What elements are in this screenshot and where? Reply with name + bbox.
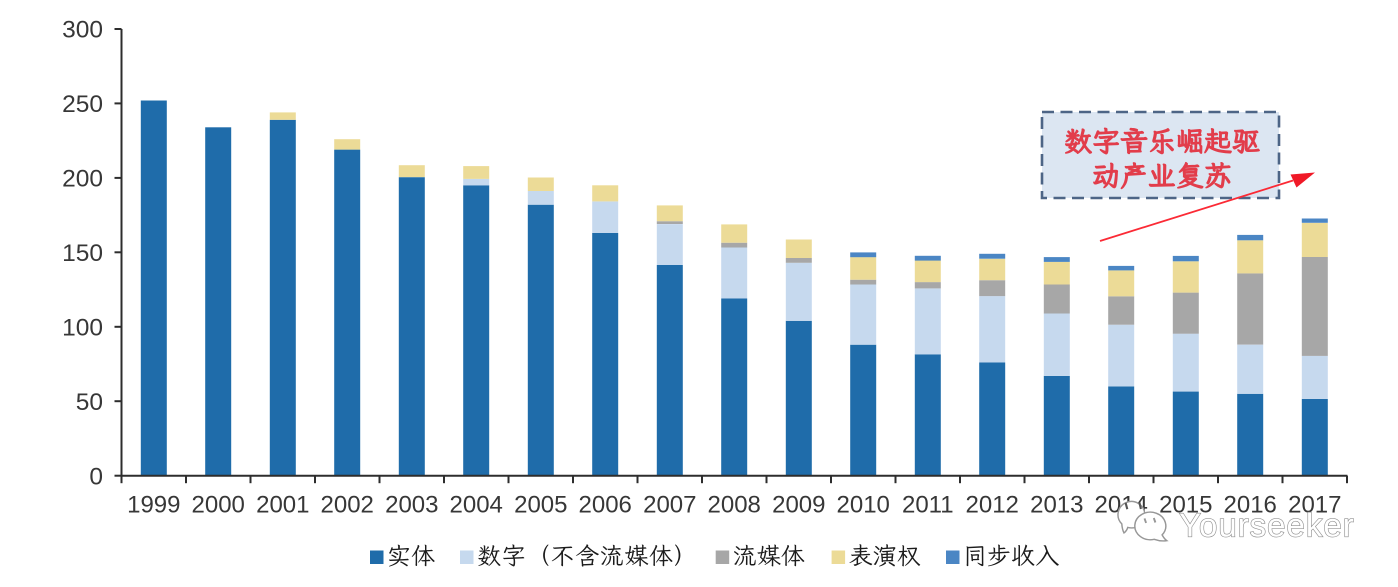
svg-text:2007: 2007 <box>643 492 696 519</box>
svg-text:2013: 2013 <box>1030 492 1083 519</box>
svg-text:0: 0 <box>89 463 103 490</box>
svg-text:2006: 2006 <box>579 492 632 519</box>
svg-text:250: 250 <box>62 91 103 118</box>
svg-text:200: 200 <box>62 166 103 193</box>
svg-text:2012: 2012 <box>966 492 1019 519</box>
svg-text:2015: 2015 <box>1159 492 1212 519</box>
svg-text:2008: 2008 <box>708 492 761 519</box>
svg-text:2009: 2009 <box>772 492 825 519</box>
svg-text:1999: 1999 <box>127 492 180 519</box>
svg-text:2011: 2011 <box>902 492 954 519</box>
svg-text:2004: 2004 <box>450 492 503 519</box>
svg-text:2017: 2017 <box>1288 492 1341 519</box>
svg-text:2010: 2010 <box>837 492 890 519</box>
svg-text:100: 100 <box>62 314 103 341</box>
svg-text:Yourseeker: Yourseeker <box>1179 507 1355 544</box>
svg-text:2000: 2000 <box>192 492 245 519</box>
svg-text:2003: 2003 <box>385 492 438 519</box>
svg-text:50: 50 <box>76 389 103 416</box>
svg-text:150: 150 <box>62 240 103 267</box>
svg-text:2016: 2016 <box>1224 492 1277 519</box>
svg-text:2002: 2002 <box>321 492 374 519</box>
svg-text:2001: 2001 <box>256 492 309 519</box>
svg-text:300: 300 <box>62 17 103 44</box>
svg-text:2005: 2005 <box>514 492 567 519</box>
